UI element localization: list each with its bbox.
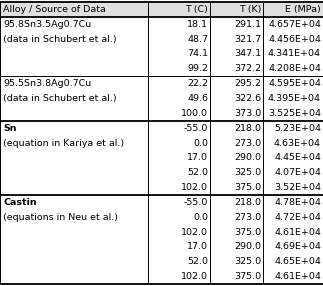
Text: 325.0: 325.0	[234, 257, 261, 266]
Text: 102.0: 102.0	[181, 228, 208, 237]
Text: 273.0: 273.0	[234, 213, 261, 222]
Text: 3.525E+04: 3.525E+04	[268, 109, 321, 118]
Text: 49.6: 49.6	[187, 94, 208, 103]
Text: -55.0: -55.0	[183, 198, 208, 207]
Text: 17.0: 17.0	[187, 153, 208, 162]
Text: 290.0: 290.0	[234, 153, 261, 162]
Text: 99.2: 99.2	[187, 64, 208, 73]
Text: 22.2: 22.2	[187, 79, 208, 88]
Text: 4.341E+04: 4.341E+04	[268, 49, 321, 58]
Text: 218.0: 218.0	[234, 124, 261, 133]
Text: 102.0: 102.0	[181, 272, 208, 281]
Text: 100.0: 100.0	[181, 109, 208, 118]
Text: 295.2: 295.2	[234, 79, 261, 88]
Text: 347.1: 347.1	[234, 49, 261, 58]
Text: 322.6: 322.6	[234, 94, 261, 103]
Text: 218.0: 218.0	[234, 198, 261, 207]
Text: 102.0: 102.0	[181, 183, 208, 192]
Text: T (C): T (C)	[185, 5, 208, 14]
Text: Alloy / Source of Data: Alloy / Source of Data	[3, 5, 106, 14]
Text: 4.595E+04: 4.595E+04	[268, 79, 321, 88]
Text: Castin: Castin	[3, 198, 36, 207]
Text: 321.7: 321.7	[234, 35, 261, 43]
Text: 4.78E+04: 4.78E+04	[274, 198, 321, 207]
Text: T (K): T (K)	[239, 5, 261, 14]
Bar	[0, 195, 323, 284]
Bar	[0, 2, 323, 17]
Text: 291.1: 291.1	[234, 20, 261, 29]
Text: 4.07E+04: 4.07E+04	[274, 168, 321, 177]
Text: (equations in Neu et al.): (equations in Neu et al.)	[3, 213, 118, 222]
Text: 48.7: 48.7	[187, 35, 208, 43]
Text: 290.0: 290.0	[234, 243, 261, 251]
Text: 95.5Sn3.8Ag0.7Cu: 95.5Sn3.8Ag0.7Cu	[3, 79, 91, 88]
Text: 18.1: 18.1	[187, 20, 208, 29]
Text: 4.208E+04: 4.208E+04	[268, 64, 321, 73]
Text: 372.2: 372.2	[234, 64, 261, 73]
Text: 4.63E+04: 4.63E+04	[274, 138, 321, 148]
Text: 4.65E+04: 4.65E+04	[274, 257, 321, 266]
Bar	[0, 17, 323, 76]
Bar	[0, 121, 323, 195]
Text: 325.0: 325.0	[234, 168, 261, 177]
Text: 375.0: 375.0	[234, 228, 261, 237]
Text: 17.0: 17.0	[187, 243, 208, 251]
Text: 4.72E+04: 4.72E+04	[274, 213, 321, 222]
Text: 4.69E+04: 4.69E+04	[274, 243, 321, 251]
Text: 0.0: 0.0	[193, 138, 208, 148]
Text: -55.0: -55.0	[183, 124, 208, 133]
Text: 375.0: 375.0	[234, 272, 261, 281]
Text: 4.45E+04: 4.45E+04	[274, 153, 321, 162]
Text: (data in Schubert et al.): (data in Schubert et al.)	[3, 35, 117, 43]
Text: (equation in Kariya et al.): (equation in Kariya et al.)	[3, 138, 124, 148]
Text: (data in Schubert et al.): (data in Schubert et al.)	[3, 94, 117, 103]
Text: 52.0: 52.0	[187, 168, 208, 177]
Text: E (MPa): E (MPa)	[285, 5, 321, 14]
Text: 74.1: 74.1	[187, 49, 208, 58]
Text: 373.0: 373.0	[234, 109, 261, 118]
Bar	[0, 76, 323, 121]
Text: 95.8Sn3.5Ag0.7Cu: 95.8Sn3.5Ag0.7Cu	[3, 20, 91, 29]
Text: 0.0: 0.0	[193, 213, 208, 222]
Text: 4.61E+04: 4.61E+04	[274, 272, 321, 281]
Text: 52.0: 52.0	[187, 257, 208, 266]
Text: 4.657E+04: 4.657E+04	[268, 20, 321, 29]
Text: 4.61E+04: 4.61E+04	[274, 228, 321, 237]
Text: 4.456E+04: 4.456E+04	[268, 35, 321, 43]
Text: Sn: Sn	[3, 124, 16, 133]
Text: 5.23E+04: 5.23E+04	[274, 124, 321, 133]
Text: 375.0: 375.0	[234, 183, 261, 192]
Text: 3.52E+04: 3.52E+04	[274, 183, 321, 192]
Text: 273.0: 273.0	[234, 138, 261, 148]
Text: 4.395E+04: 4.395E+04	[268, 94, 321, 103]
